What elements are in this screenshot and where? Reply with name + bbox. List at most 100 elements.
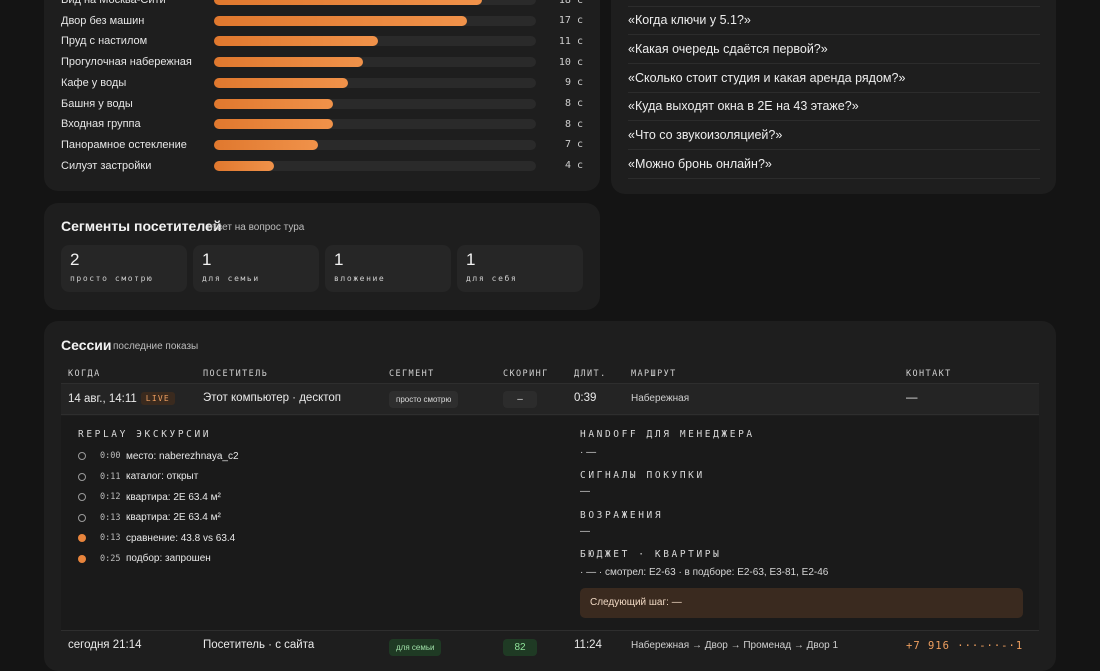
segments-card: Сегменты посетителей ответ на вопрос тур…	[44, 203, 600, 310]
question-item[interactable]: «Когда ключи у 5.1?»	[628, 6, 1040, 35]
budget-title: Бюджет · квартиры	[580, 549, 722, 560]
replay-event[interactable]: 0:00 место: naberezhnaya_c2	[78, 448, 239, 464]
handoff-value: · —	[580, 447, 597, 458]
bar-track	[214, 119, 536, 130]
segment-tile[interactable]: 2 просто смотрю	[61, 245, 187, 292]
bar-label: Кафе у воды	[61, 76, 127, 89]
divider	[628, 6, 1040, 7]
col-contact[interactable]: Контакт	[906, 369, 952, 379]
segment-count: 1	[466, 250, 476, 269]
bar-track	[214, 57, 536, 68]
bar-row[interactable]: Силуэт застройки 4 с	[61, 156, 583, 176]
bar-value: 8 с	[564, 118, 583, 130]
when-text: 14 авг., 14:11	[68, 393, 137, 405]
objections-value: —	[580, 526, 590, 537]
timeline-dot-icon	[78, 452, 86, 460]
question-item[interactable]: «Сколько стоит студия и какая аренда ряд…	[628, 64, 1040, 93]
segment-tile[interactable]: 1 для себя	[457, 245, 583, 292]
event-text: каталог: открыт	[126, 471, 199, 482]
next-step-banner: Следующий шаг: —	[580, 588, 1023, 618]
bar-track	[214, 15, 536, 26]
questions-card: «Когда ключи у 5.1?» «Какая очередь сдаёт…	[611, 0, 1056, 194]
objections-title: Возражения	[580, 510, 664, 521]
event-time: 0:00	[100, 451, 121, 461]
replay-event[interactable]: 0:12 квартира: 2E 63.4 м²	[78, 489, 221, 505]
segments-title: Сегменты посетителей	[61, 218, 222, 234]
event-time: 0:25	[100, 553, 121, 564]
segment-label: просто смотрю	[70, 274, 154, 283]
session-visitor: Посетитель · с сайта	[203, 639, 315, 651]
event-time: 0:13	[100, 512, 121, 523]
event-time: 0:11	[100, 471, 121, 482]
bar-value: 4 с	[564, 160, 583, 172]
bar-row[interactable]: Башня у воды 8 с	[61, 94, 583, 114]
replay-event[interactable]: 0:13 сравнение: 43.8 vs 63.4	[78, 530, 235, 546]
session-when: сегодня 21:14	[68, 639, 142, 651]
bar-label: Башня у воды	[61, 97, 133, 110]
replay-event[interactable]: 0:25 подбор: запрошен	[78, 551, 211, 567]
bar-row[interactable]: Входная группа 8 с	[61, 114, 583, 134]
bar-label: Панорамное остекление	[61, 138, 187, 151]
bar-value: 8 с	[564, 98, 583, 109]
segment-pill: просто смотрю	[389, 391, 459, 408]
col-route[interactable]: Маршрут	[631, 369, 677, 379]
event-text: место: naberezhnaya_c2	[126, 450, 239, 462]
bar-value: 18 с	[558, 0, 583, 6]
session-contact[interactable]: +7 916 ···-··-·1	[906, 640, 1024, 652]
bar-row[interactable]: Кафе у воды 9 с	[61, 73, 583, 93]
bar-track	[214, 0, 536, 5]
sessions-subtitle: последние показы	[113, 341, 199, 352]
bar-fill	[214, 77, 348, 88]
table-row[interactable]: сегодня 21:14 Посетитель · с сайта для с…	[61, 631, 1039, 663]
col-score[interactable]: Скоринг	[503, 369, 549, 379]
bar-label: Двор без машин	[61, 14, 145, 27]
bar-fill	[214, 139, 319, 150]
event-text: подбор: запрошен	[126, 553, 211, 564]
segment-count: 1	[334, 250, 344, 269]
segment-count: 1	[202, 250, 212, 269]
segment-tile[interactable]: 1 вложение	[325, 245, 451, 292]
bar-track	[214, 98, 536, 109]
replay-event[interactable]: 0:13 квартира: 2E 63.4 м²	[78, 510, 221, 526]
segment-label: для себя	[466, 274, 518, 283]
score-box: 82	[503, 639, 537, 656]
bar-value: 17 с	[558, 15, 583, 27]
bar-label: Пруд с настилом	[61, 35, 148, 48]
timeline-dot-icon	[78, 493, 86, 501]
question-item[interactable]: «Что со звукоизоляцией?»	[628, 121, 1040, 151]
bar-track	[214, 36, 536, 47]
attention-card: Вид на Москва-Сити 18 с Двор без машин 17 с…	[44, 0, 600, 191]
segment-pill: для семьи	[389, 639, 442, 656]
col-segment[interactable]: Сегмент	[389, 369, 435, 379]
question-item[interactable]: «Какая очередь сдаётся первой?»	[628, 35, 1040, 64]
question-item[interactable]: «Куда выходят окна в 2Е на 43 этаже?»	[628, 92, 1040, 122]
event-time: 0:13	[100, 533, 121, 543]
bar-row[interactable]: Панорамное остекление 7 с	[61, 135, 583, 155]
bar-row[interactable]: Пруд с настилом 11 с	[61, 31, 583, 51]
bar-label: Силуэт застройки	[61, 159, 152, 172]
segment-tile[interactable]: 1 для семьи	[193, 245, 319, 292]
col-when[interactable]: Когда	[68, 369, 101, 379]
replay-event[interactable]: 0:11 каталог: открыт	[78, 469, 198, 485]
event-text: сравнение: 43.8 vs 63.4	[126, 532, 236, 544]
bar-track	[214, 160, 536, 171]
bar-label: Входная группа	[61, 118, 141, 131]
bar-row[interactable]: Вид на Москва-Сити 18 с	[61, 0, 583, 10]
col-visitor[interactable]: Посетитель	[203, 369, 269, 379]
session-visitor: Этот компьютер · десктоп	[203, 392, 341, 404]
timeline-dot-icon	[78, 472, 86, 481]
table-row[interactable]: 14 авг., 14:11 LIVE Этот компьютер · деск…	[61, 383, 1039, 415]
bar-row[interactable]: Прогулочная набережная 10 с	[61, 52, 583, 72]
replay-title: Replay экскурсии	[78, 429, 212, 440]
segments-subtitle: ответ на вопрос тура	[207, 222, 305, 233]
bar-row[interactable]: Двор без машин 17 с	[61, 11, 583, 31]
bar-fill	[214, 36, 378, 47]
budget-value: · — · смотрел: E2-63 · в подборе: E2-63,…	[580, 567, 829, 578]
event-text: квартира: 2E 63.4 м²	[126, 512, 221, 523]
col-duration[interactable]: Длит.	[574, 369, 607, 379]
session-duration: 11:24	[574, 639, 602, 651]
question-item[interactable]: «Можно бронь онлайн?»	[628, 150, 1040, 179]
bar-value: 11 с	[558, 35, 583, 47]
timeline-dot-icon	[78, 554, 86, 563]
segment-label: вложение	[334, 274, 386, 283]
